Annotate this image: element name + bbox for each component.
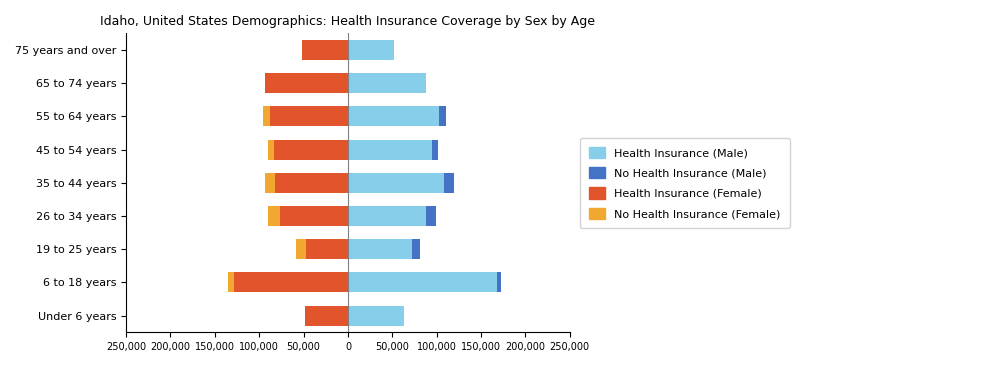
Bar <box>265 73 348 93</box>
Bar <box>412 239 420 259</box>
Bar <box>348 206 427 226</box>
Bar <box>439 106 445 126</box>
Bar <box>348 306 404 326</box>
Bar <box>348 272 497 292</box>
Bar <box>348 106 439 126</box>
Bar <box>280 206 348 226</box>
Bar <box>348 139 432 160</box>
Bar <box>301 40 348 60</box>
Bar <box>444 173 454 193</box>
Bar <box>229 272 234 292</box>
Bar <box>270 106 348 126</box>
Bar <box>275 173 348 193</box>
Bar <box>265 173 275 193</box>
Bar <box>296 239 306 259</box>
Legend: Health Insurance (Male), No Health Insurance (Male), Health Insurance (Female), : Health Insurance (Male), No Health Insur… <box>580 138 790 228</box>
Bar <box>305 306 348 326</box>
Bar <box>348 173 444 193</box>
Bar <box>274 139 348 160</box>
Bar <box>234 272 348 292</box>
Bar <box>306 239 348 259</box>
Title: Idaho, United States Demographics: Health Insurance Coverage by Sex by Age: Idaho, United States Demographics: Healt… <box>100 15 596 28</box>
Bar <box>427 206 435 226</box>
Bar <box>268 206 280 226</box>
Bar <box>348 73 427 93</box>
Bar <box>268 139 274 160</box>
Bar <box>348 239 412 259</box>
Bar <box>432 139 438 160</box>
Bar <box>263 106 270 126</box>
Bar <box>497 272 500 292</box>
Bar <box>348 40 394 60</box>
